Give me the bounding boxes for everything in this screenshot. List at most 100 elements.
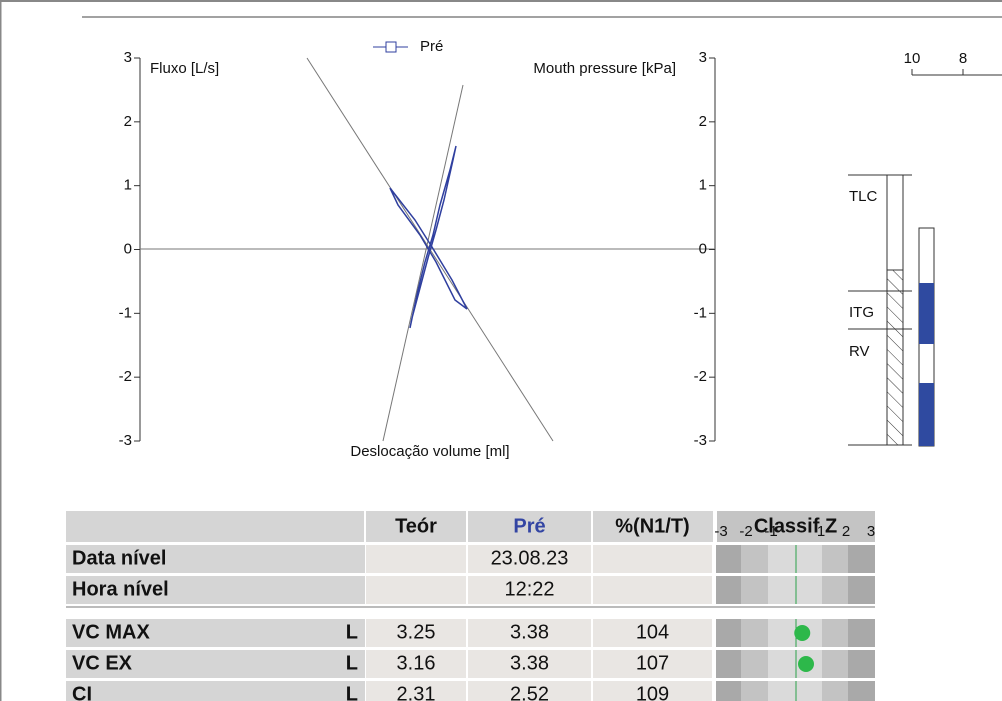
y2-tick-label: -3 xyxy=(694,432,707,449)
column-header: Teór xyxy=(395,515,437,537)
cell-bg xyxy=(593,576,712,604)
row-unit: L xyxy=(346,683,358,701)
y2-tick-label: 2 xyxy=(699,113,707,130)
column-header: %(N1/T) xyxy=(615,515,689,537)
z-tick-label: 1 xyxy=(817,523,825,540)
volume-segment xyxy=(919,283,934,344)
cell-bg xyxy=(468,619,591,647)
y2-tick-label: 1 xyxy=(699,177,707,194)
y2-tick-label: 3 xyxy=(699,49,707,66)
scale-tick-label: 10 xyxy=(904,50,921,67)
y2-tick-label: -1 xyxy=(694,304,707,321)
z-band xyxy=(822,545,848,573)
cell-bg xyxy=(593,619,712,647)
cell-value: 3.16 xyxy=(397,652,436,674)
left-border xyxy=(0,0,2,701)
z-band xyxy=(848,576,875,604)
cell-value: 12:22 xyxy=(504,578,554,600)
volume-label: TLC xyxy=(849,188,878,205)
row-unit: L xyxy=(346,621,358,643)
row-label-bg xyxy=(66,681,365,701)
y-tick-label: -2 xyxy=(119,368,132,385)
y-tick-label: 2 xyxy=(124,113,132,130)
z-band xyxy=(848,650,875,678)
row-label: Data nível xyxy=(72,547,166,569)
z-tick-label: 3 xyxy=(867,523,875,540)
header-bg xyxy=(66,511,713,542)
flow-fit-line xyxy=(382,84,464,442)
cell-value: 3.38 xyxy=(510,652,549,674)
legend-label: Pré xyxy=(420,38,443,55)
z-band xyxy=(768,545,822,573)
z-band xyxy=(741,650,768,678)
z-band xyxy=(848,545,875,573)
z-score-dot xyxy=(794,625,811,641)
y2-tick-label: 0 xyxy=(699,240,707,257)
z-tick-label: 2 xyxy=(842,523,850,540)
volume-label: RV xyxy=(849,343,870,360)
z-tick-label: -3 xyxy=(714,523,727,540)
header-bg xyxy=(716,511,875,542)
z-band xyxy=(768,681,822,701)
pressure-loop xyxy=(389,187,468,310)
y-tick-label: 0 xyxy=(124,240,132,257)
row-label-bg xyxy=(66,545,365,573)
z-band xyxy=(848,619,875,647)
z-score-dot xyxy=(798,656,814,672)
top-border xyxy=(0,0,1002,2)
y-tick-label: -3 xyxy=(119,432,132,449)
legend-marker xyxy=(385,41,397,53)
cell-bg xyxy=(593,681,712,701)
column-header: Pré xyxy=(513,515,545,537)
z-band xyxy=(741,681,768,701)
cell-bg xyxy=(366,650,466,678)
z-tick-label: -1 xyxy=(764,523,777,540)
cell-bg xyxy=(366,681,466,701)
cell-value: 23.08.23 xyxy=(491,547,569,569)
cell-value: 2.31 xyxy=(397,683,436,701)
z-band xyxy=(716,681,741,701)
z-band xyxy=(716,576,741,604)
results-table: Teór Pré %(N1/T) Classif Z -3 -2 -1 1 2 3 Data nív… xyxy=(66,511,875,701)
volume-panel: 10 8 TLC ITG RV xyxy=(848,50,1002,447)
cell-bg xyxy=(468,650,591,678)
row-label-bg xyxy=(66,619,365,647)
cell-value: 104 xyxy=(636,621,669,643)
z-band xyxy=(822,576,848,604)
cell-bg xyxy=(593,545,712,573)
y-tick-label: 1 xyxy=(124,177,132,194)
z-band xyxy=(716,650,741,678)
y2-tick-label: -2 xyxy=(694,368,707,385)
row-label: VC MAX xyxy=(72,621,150,643)
z-band xyxy=(741,545,768,573)
cell-value: 3.25 xyxy=(397,621,436,643)
row-label: Hora nível xyxy=(72,578,169,600)
row-label-bg xyxy=(66,650,365,678)
z-band xyxy=(741,619,768,647)
row-label-bg xyxy=(66,576,365,604)
cell-bg xyxy=(468,576,591,604)
y-tick-label: 3 xyxy=(124,49,132,66)
y-axis-title: Fluxo [L/s] xyxy=(150,60,219,77)
x-axis-title: Deslocação volume [ml] xyxy=(350,443,509,460)
residual-hatch xyxy=(886,269,904,446)
cell-value: 107 xyxy=(636,652,669,674)
z-tick-label: -2 xyxy=(739,523,752,540)
cell-bg xyxy=(593,650,712,678)
z-band xyxy=(716,619,741,647)
row-label: CI xyxy=(72,683,92,701)
cell-value: 3.38 xyxy=(510,621,549,643)
flow-loop xyxy=(409,145,457,329)
row-unit: L xyxy=(346,652,358,674)
y2-axis-title: Mouth pressure [kPa] xyxy=(533,60,676,77)
cell-bg xyxy=(366,576,466,604)
cell-bg xyxy=(366,545,466,573)
cell-value: 109 xyxy=(636,683,669,701)
loop-plot: Pré Fluxo [L/s] Mouth pressure [kPa] Des… xyxy=(119,38,716,460)
z-band xyxy=(822,681,848,701)
column-header: Classif Z xyxy=(754,515,837,537)
cell-value: 2.52 xyxy=(510,683,549,701)
z-band xyxy=(848,681,875,701)
z-band xyxy=(716,545,741,573)
